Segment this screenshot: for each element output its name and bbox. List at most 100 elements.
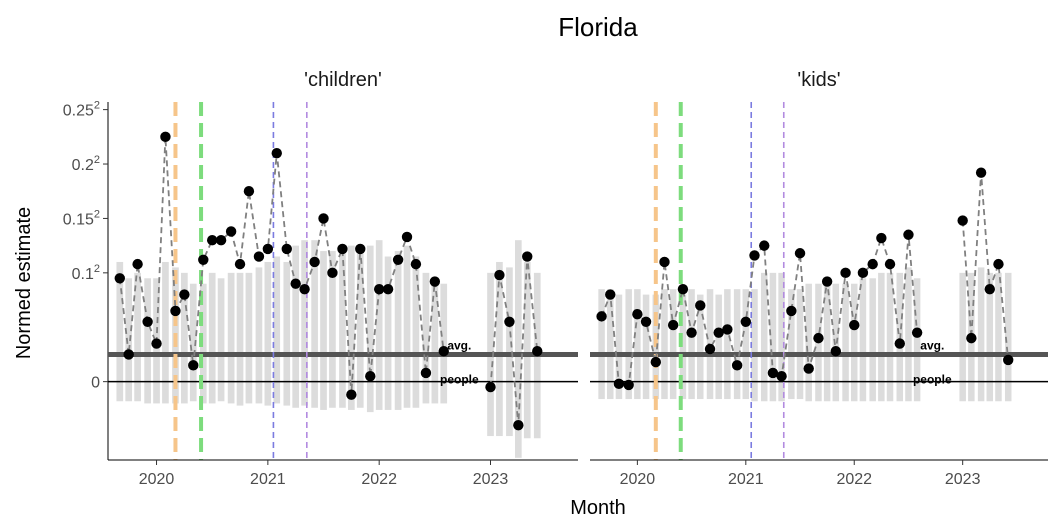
data-point — [803, 363, 814, 374]
x-tick-label: 2020 — [139, 471, 175, 488]
data-point — [613, 378, 625, 390]
data-point — [198, 254, 209, 265]
x-tick-label: 2022 — [836, 471, 872, 488]
uncertainty-bar — [255, 267, 263, 404]
x-tick-label: 2021 — [728, 471, 764, 488]
data-point — [786, 305, 797, 317]
uncertainty-bar — [523, 261, 531, 439]
data-point — [1003, 354, 1014, 366]
data-point — [170, 305, 181, 317]
data-point — [759, 240, 770, 251]
data-point — [857, 267, 869, 279]
data-point — [438, 345, 449, 357]
uncertainty-bar — [440, 283, 448, 404]
uncertainty-bar — [348, 245, 355, 410]
data-point — [993, 258, 1004, 270]
series-line — [600, 172, 1010, 386]
uncertainty-bar — [329, 251, 336, 408]
uncertainty-bar — [181, 272, 188, 404]
uncertainty-bar — [742, 289, 750, 400]
data-point — [206, 234, 218, 246]
uncertainty-bar — [760, 272, 768, 402]
data-point — [504, 316, 515, 328]
data-point — [373, 283, 385, 295]
uncertainty-bar — [805, 283, 812, 402]
x-tick-label: 2020 — [620, 471, 656, 488]
uncertainty-bar — [273, 256, 281, 404]
data-point — [884, 258, 896, 270]
data-point — [650, 356, 662, 368]
data-point — [731, 360, 743, 371]
uncertainty-bar — [384, 256, 392, 410]
uncertainty-bar — [245, 272, 253, 404]
uncertainty-bar — [217, 278, 225, 402]
data-point — [327, 267, 338, 279]
uncertainty-bar — [598, 289, 605, 400]
data-point — [318, 213, 329, 224]
uncertainty-bar — [403, 245, 411, 408]
data-point — [840, 267, 851, 279]
uncertainty-bar — [823, 278, 831, 402]
uncertainty-bar — [227, 272, 235, 404]
uncertainty-bar — [208, 272, 216, 404]
data-point — [794, 248, 806, 259]
data-point — [632, 308, 643, 320]
data-point — [640, 316, 652, 328]
uncertainty-bar — [607, 289, 614, 400]
y-axis-title: Normed estimate — [13, 207, 35, 359]
data-point — [290, 278, 301, 289]
data-point — [179, 289, 190, 300]
data-point — [123, 349, 134, 360]
data-point — [188, 360, 199, 371]
uncertainty-bar — [715, 294, 722, 400]
data-point — [776, 371, 787, 382]
uncertainty-bar — [661, 289, 668, 400]
data-point — [355, 243, 366, 255]
data-point — [667, 319, 679, 331]
data-point — [605, 289, 616, 300]
uncertainty-bar — [301, 240, 308, 406]
uncertainty-bar — [311, 240, 318, 408]
uncertainty-bar — [642, 294, 650, 400]
uncertainty-bar — [412, 256, 420, 408]
data-point — [429, 276, 441, 287]
uncertainty-bar — [116, 261, 124, 402]
uncertainty-bar — [679, 294, 687, 400]
uncertainty-bar — [859, 278, 867, 402]
data-point — [867, 258, 878, 270]
avg-label: avg. — [920, 338, 944, 352]
data-point — [234, 258, 246, 270]
uncertainty-bar — [236, 272, 244, 406]
data-point — [821, 276, 833, 287]
uncertainty-bar — [986, 272, 994, 402]
uncertainty-bar — [496, 261, 503, 437]
avg-label: avg. — [447, 338, 471, 352]
uncertainty-bar — [199, 283, 207, 404]
data-point — [346, 389, 357, 400]
uncertainty-bar — [634, 289, 641, 400]
y-tick-label: 0.12 — [72, 263, 100, 283]
uncertainty-bar — [189, 283, 197, 402]
y-tick-label: 0.152 — [63, 208, 100, 228]
uncertainty-bar — [422, 272, 430, 404]
data-point — [722, 324, 733, 335]
uncertainty-bar — [375, 240, 383, 410]
uncertainty-bar — [1004, 272, 1012, 402]
data-point — [596, 311, 607, 322]
y-tick-label: 0 — [91, 375, 100, 392]
data-point — [532, 345, 543, 357]
data-point — [513, 419, 524, 431]
data-point — [410, 258, 422, 270]
data-point — [975, 167, 987, 178]
uncertainty-bar — [850, 283, 858, 402]
data-point — [494, 269, 505, 281]
data-point — [420, 367, 432, 379]
data-point — [262, 243, 274, 255]
data-point — [623, 379, 634, 391]
data-point — [243, 186, 255, 197]
uncertainty-bar — [788, 289, 795, 400]
uncertainty-bar — [339, 245, 346, 408]
uncertainty-bar — [959, 272, 966, 402]
data-point — [392, 254, 404, 265]
uncertainty-bar — [264, 261, 272, 406]
